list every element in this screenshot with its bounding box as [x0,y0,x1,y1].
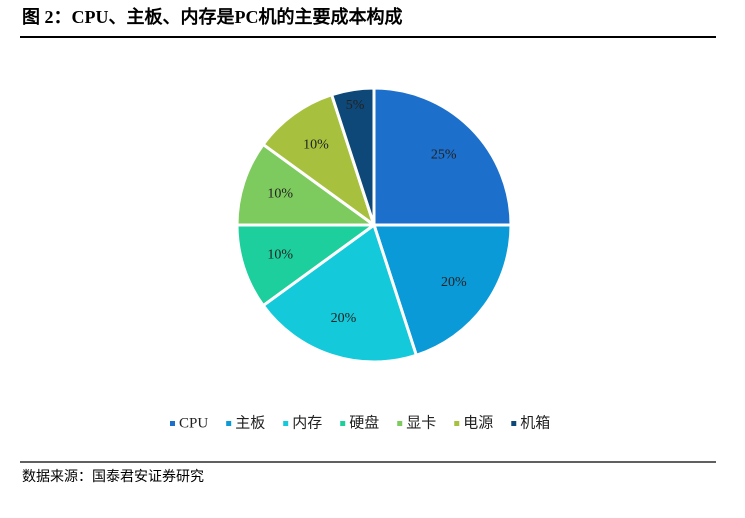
legend-label: 机箱 [520,414,550,431]
legend-swatch [170,421,175,426]
legend-swatch [397,421,403,426]
legend-swatch [226,421,232,426]
pie-slice [235,142,379,227]
data-label: 10% [303,137,329,152]
data-label: 25% [431,147,457,162]
pie-slice [261,92,377,229]
legend-label: 电源 [463,414,493,431]
legend-swatch [511,421,517,426]
source: 数据来源：国泰君安证券研究 [22,469,204,485]
chart-title: 图 2：CPU、主板、内存是PC机的主要成本构成 [22,6,403,27]
legend-label: 显卡 [406,414,436,431]
pie-slice [261,222,419,364]
legend-swatch [283,421,289,426]
pie-slice [329,86,376,226]
legend-swatch [340,421,346,426]
legend-swatch [454,421,460,426]
data-label: 10% [267,187,293,202]
data-label: 10% [267,248,293,263]
legend-label: CPU [179,415,208,431]
pie-slice [372,86,513,227]
pie-slice [371,223,513,358]
legend-label: 硬盘 [349,413,379,431]
legend-label: 主板 [235,413,265,431]
data-label: 20% [331,311,357,326]
data-label: 20% [441,275,467,290]
legend-label: 内存 [292,414,322,431]
data-label: 5% [346,98,365,113]
pie-slice [235,223,379,308]
